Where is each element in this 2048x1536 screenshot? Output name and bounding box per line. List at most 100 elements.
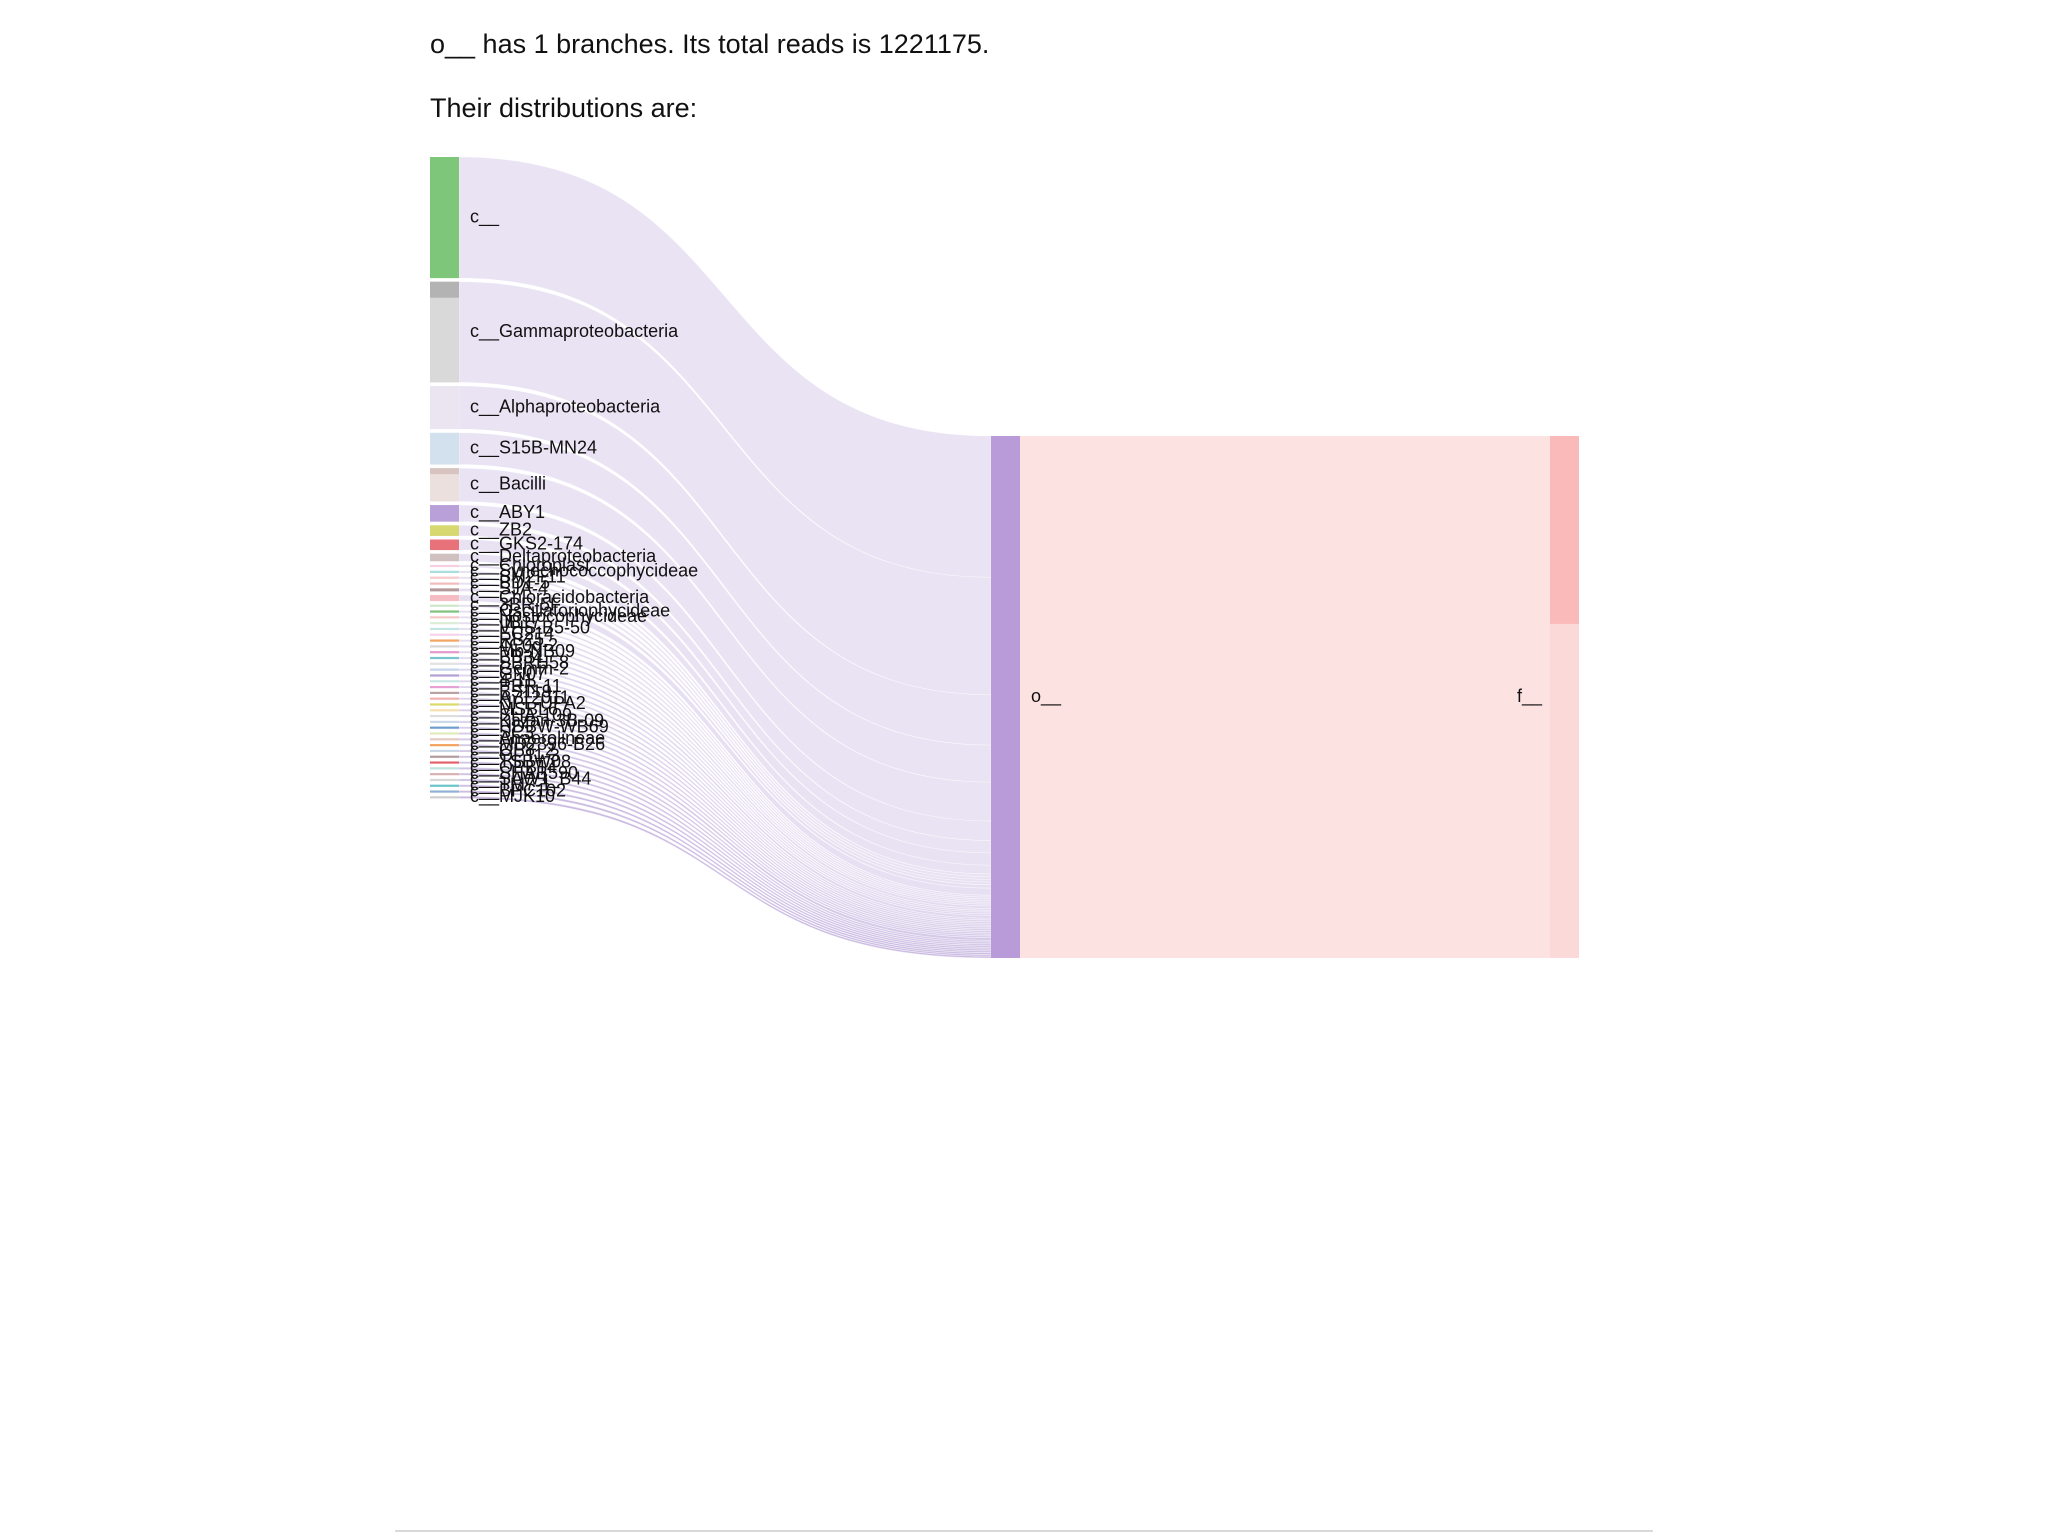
node-chloracidobacteria bbox=[430, 594, 459, 602]
label-prr-11: c__PRR-11 bbox=[470, 676, 562, 697]
node-opb14 bbox=[430, 767, 459, 770]
node-aby1 bbox=[430, 505, 459, 522]
label-tm7-1: c__TM7-1 bbox=[470, 775, 551, 796]
distribution-heading: Their distributions are: bbox=[430, 93, 698, 123]
label-bacilli: c__Bacilli bbox=[470, 474, 546, 495]
node-bacilli-cap bbox=[430, 468, 459, 475]
node-iib17 bbox=[430, 622, 459, 625]
bottom-divider bbox=[395, 1530, 1653, 1532]
node-bb34 bbox=[430, 656, 459, 660]
label-sbrh58: c__SBRH58 bbox=[470, 653, 569, 674]
node-kazan-3b-09 bbox=[430, 720, 459, 723]
label-mb-nb09: c__Mb-NB09 bbox=[470, 641, 575, 662]
sankey-target-links bbox=[1020, 436, 1550, 958]
sankey-nodes bbox=[430, 157, 1579, 958]
label-a712011: c__A712011 bbox=[470, 687, 570, 708]
label-nostocophycideae: c__Nostocophycideae bbox=[470, 606, 647, 627]
label-alphaproteobacteria: c__Alphaproteobacteria bbox=[470, 396, 661, 417]
label-o: o__ bbox=[1031, 686, 1062, 707]
label-sha-109: c__SHA-109 bbox=[470, 705, 572, 726]
sankey-labels: c__ c__Gammaproteobacteria c__Alphaproteob… bbox=[470, 206, 1543, 807]
label-sc3: c__SC3 bbox=[470, 722, 534, 743]
label-op8-2: c__OP8_2 bbox=[470, 740, 555, 761]
label-sm2f11: c__SM2F11 bbox=[470, 566, 566, 587]
node-sha-109 bbox=[430, 714, 459, 718]
node-prr-11 bbox=[430, 685, 459, 689]
label-zb2: c__ZB2 bbox=[470, 519, 532, 540]
node-chloroplast bbox=[430, 564, 459, 568]
label-mjk10: c__MJK10 bbox=[470, 786, 555, 807]
node-oscillatoriophycideae bbox=[430, 610, 459, 613]
label-gemm-2: c__Gemm-2 bbox=[470, 658, 569, 679]
node-mb-nb09 bbox=[430, 651, 459, 654]
label-bd1-5: c__BD1-5 bbox=[470, 572, 550, 593]
sankey-links bbox=[458, 156, 992, 959]
node-rb25 bbox=[430, 639, 459, 642]
label-gammaproteobacteria: c__Gammaproteobacteria bbox=[470, 321, 679, 342]
label-shab590: c__SHAB590 bbox=[470, 763, 578, 784]
node-op8-2 bbox=[430, 749, 459, 753]
node-4c0d-2 bbox=[430, 645, 459, 648]
label-aby1: c__ABY1 bbox=[470, 502, 545, 523]
label-md2896-b26: c__MD2896-B26 bbox=[470, 734, 605, 755]
label-op11-3: c__OP11-3 bbox=[470, 746, 560, 767]
label-chloroplast: c__Chloroplast bbox=[470, 555, 590, 576]
label-ec214: c__EC214 bbox=[470, 623, 554, 644]
node-gks2-174 bbox=[430, 539, 459, 551]
label-gks2-174: c__GKS2-174 bbox=[470, 534, 583, 555]
node-3br-5f bbox=[430, 604, 459, 607]
node-gn07 bbox=[430, 674, 459, 677]
label-oscillatoriophycideae: c__Oscillatoriophycideae bbox=[470, 600, 670, 621]
node-zb2 bbox=[430, 525, 459, 536]
node-npl-upa2 bbox=[430, 703, 459, 706]
label-bb34: c__BB34 bbox=[470, 647, 543, 668]
label-f: f__ bbox=[1517, 686, 1543, 707]
node-gemm-2 bbox=[430, 668, 459, 671]
label-3br-5f: c__3BR-5F bbox=[470, 594, 561, 615]
label-anaerolineae: c__Anaerolineae bbox=[470, 728, 605, 749]
node-shab590 bbox=[430, 773, 459, 776]
node-f-cap bbox=[1550, 436, 1579, 624]
label-opb14: c__OPB14 bbox=[470, 757, 557, 778]
label-4c0d-2: c__4C0d-2 bbox=[470, 635, 558, 656]
node-unnamed bbox=[430, 157, 459, 279]
label-iib17: c__IIB17 bbox=[470, 612, 541, 633]
node-nostocophycideae bbox=[430, 616, 459, 619]
label-bpc102: c__BPC102 bbox=[470, 780, 566, 801]
label-rb25: c__RB25 bbox=[470, 629, 544, 650]
label-vhs-b5-50: c__VHS-B5-50 bbox=[470, 618, 590, 639]
node-tm7-1 bbox=[430, 784, 459, 787]
node-md2896-b26 bbox=[430, 744, 459, 747]
node-gammaproteobacteria-cap bbox=[430, 281, 459, 298]
node-sc3 bbox=[430, 732, 459, 735]
label-sja-4: c__SJA-4 bbox=[470, 579, 548, 600]
node-ec214 bbox=[430, 633, 459, 636]
node-msbl6 bbox=[430, 709, 459, 712]
node-deltaproteobacteria bbox=[430, 553, 459, 562]
label-npl-upa2: c__NPL-UPA2 bbox=[470, 693, 586, 714]
node-anaerolineae bbox=[430, 738, 459, 741]
node-tsbw08 bbox=[430, 761, 459, 764]
label-bs119: c__BS119 bbox=[470, 682, 552, 703]
node-a712011 bbox=[430, 697, 459, 700]
link-o-to-f bbox=[1020, 436, 1550, 958]
node-gammaproteobacteria bbox=[430, 281, 459, 383]
node-alphaproteobacteria bbox=[430, 386, 459, 430]
node-bpc102 bbox=[430, 790, 459, 793]
node-saw1-b44 bbox=[430, 778, 459, 782]
label-tsbw08: c__TSBW08 bbox=[470, 751, 571, 772]
summary-text: o__ has 1 branches. Its total reads is 1… bbox=[430, 29, 990, 59]
node-bd1-5 bbox=[430, 582, 459, 585]
node-sja-4 bbox=[430, 588, 459, 592]
label-synechococcophycideae: c__Synechococcophycideae bbox=[470, 561, 698, 582]
node-sm2f11 bbox=[430, 576, 459, 579]
node-vhs-b5-50 bbox=[430, 627, 459, 631]
label-s15b-mn24: c__S15B-MN24 bbox=[470, 437, 597, 458]
node-o bbox=[991, 436, 1020, 958]
label-deltaproteobacteria: c__Deltaproteobacteria bbox=[470, 546, 657, 567]
node-mjk10 bbox=[430, 796, 459, 799]
label-saw1-b44: c__SAW1_B44 bbox=[470, 769, 591, 790]
label-kazan-3b-09: c__Kazan-3B-09 bbox=[470, 711, 604, 732]
node-s15b-mn24 bbox=[430, 432, 459, 465]
label-gn07: c__GN07 bbox=[470, 664, 546, 685]
